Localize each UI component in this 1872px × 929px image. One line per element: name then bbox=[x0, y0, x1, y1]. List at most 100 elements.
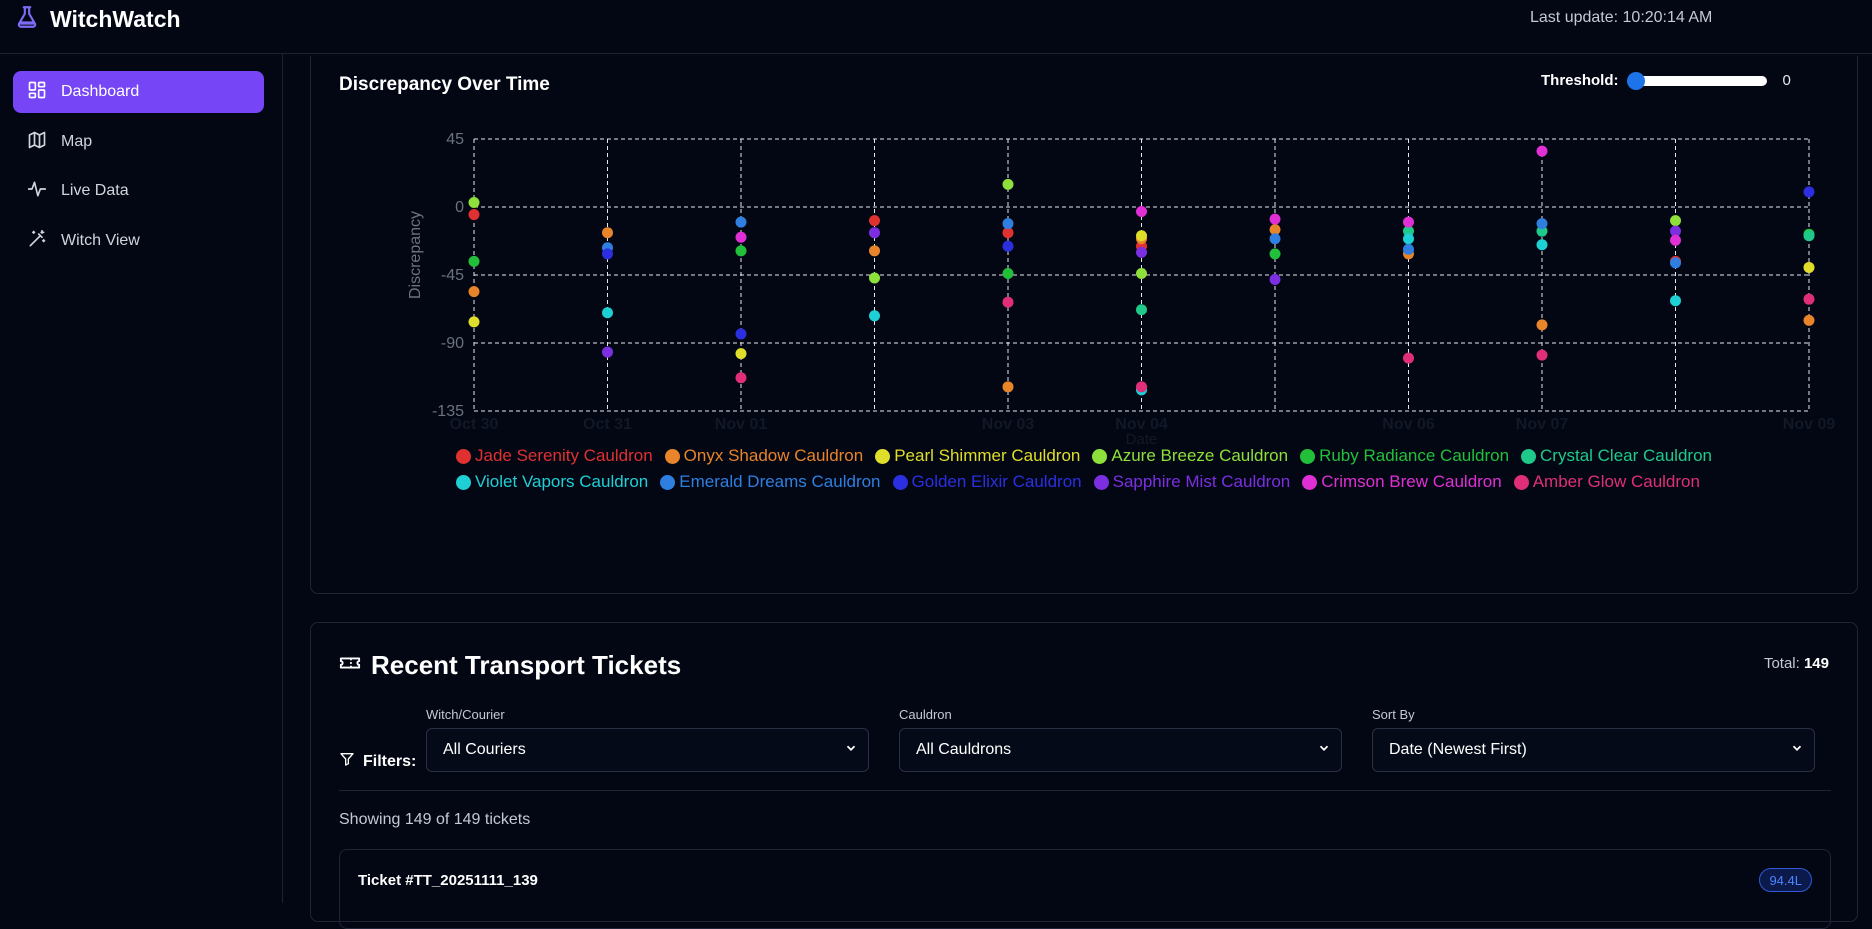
brand[interactable]: WitchWatch bbox=[14, 4, 181, 35]
legend-item[interactable]: Emerald Dreams Cauldron bbox=[660, 472, 881, 492]
data-point bbox=[1136, 381, 1147, 393]
legend-item[interactable]: Violet Vapors Cauldron bbox=[456, 472, 648, 492]
legend-label: Azure Breeze Cauldron bbox=[1111, 446, 1289, 465]
sidebar-item-live-data[interactable]: Live Data bbox=[13, 170, 264, 212]
legend-label: Pearl Shimmer Cauldron bbox=[894, 446, 1081, 465]
legend-dot bbox=[892, 474, 908, 490]
data-point bbox=[1136, 304, 1147, 316]
data-point bbox=[602, 248, 613, 260]
legend-item[interactable]: Sapphire Mist Cauldron bbox=[1093, 472, 1290, 492]
total-value: 149 bbox=[1803, 655, 1829, 672]
data-point bbox=[602, 346, 613, 358]
data-point bbox=[468, 316, 480, 328]
legend-dot bbox=[456, 474, 471, 490]
sort-select[interactable]: Date (Newest First) bbox=[1372, 728, 1815, 772]
data-point bbox=[869, 272, 880, 284]
tickets-title: Recent Transport Tickets bbox=[371, 650, 682, 680]
courier-select-value: All Couriers bbox=[443, 741, 526, 758]
data-point bbox=[1670, 295, 1681, 307]
x-tick-label: Oct 30 bbox=[450, 416, 499, 433]
ticket-icon bbox=[339, 652, 361, 679]
sidebar-item-dashboard[interactable]: Dashboard bbox=[13, 71, 264, 113]
data-point bbox=[1269, 233, 1281, 245]
legend-item[interactable]: Onyx Shadow Cauldron bbox=[664, 446, 863, 466]
y-tick-label: -135 bbox=[432, 403, 464, 420]
showing-count: Showing 149 of 149 tickets bbox=[339, 811, 531, 828]
data-point bbox=[1136, 246, 1147, 258]
legend-item[interactable]: Crystal Clear Cauldron bbox=[1521, 446, 1712, 466]
legend-label: Violet Vapors Cauldron bbox=[475, 472, 649, 491]
data-point bbox=[468, 209, 480, 221]
ticket-id: Ticket #TT_20251111_139 bbox=[358, 872, 538, 889]
data-point bbox=[1136, 267, 1147, 279]
data-point bbox=[1403, 225, 1414, 237]
legend-item[interactable]: Ruby Radiance Cauldron bbox=[1300, 446, 1509, 466]
data-point bbox=[735, 372, 747, 384]
data-point bbox=[602, 227, 613, 239]
data-point bbox=[1536, 218, 1548, 230]
data-point bbox=[1002, 178, 1014, 190]
data-point bbox=[735, 231, 747, 243]
dashboard-icon bbox=[27, 80, 47, 105]
cauldron-filter: Cauldron All Cauldrons bbox=[899, 707, 1342, 772]
ticket-card[interactable]: Ticket #TT_20251111_139 94.4L bbox=[339, 849, 1831, 929]
data-point bbox=[1136, 206, 1147, 218]
app-title: WitchWatch bbox=[50, 6, 181, 32]
legend-item[interactable]: Amber Glow Cauldron bbox=[1513, 472, 1700, 492]
tickets-card: Recent Transport Tickets Total: 149 Filt… bbox=[310, 622, 1858, 929]
legend-item[interactable]: Golden Elixir Cauldron bbox=[892, 472, 1082, 492]
y-tick-label: 45 bbox=[446, 131, 464, 148]
legend-item[interactable]: Jade Serenity Cauldron bbox=[456, 446, 653, 466]
sidebar-item-map[interactable]: Map bbox=[13, 121, 264, 163]
legend-dot bbox=[875, 448, 891, 464]
data-point bbox=[1670, 234, 1681, 246]
data-point bbox=[1002, 296, 1014, 308]
top-bar: WitchWatch Last update: 10:20:14 AM bbox=[0, 0, 1872, 54]
sort-select-value: Date (Newest First) bbox=[1389, 741, 1527, 758]
x-tick-label: Nov 07 bbox=[1516, 416, 1569, 433]
legend-item[interactable]: Crimson Brew Cauldron bbox=[1302, 472, 1502, 492]
legend-label: Crystal Clear Cauldron bbox=[1540, 446, 1712, 465]
data-point bbox=[468, 196, 480, 208]
legend-item[interactable]: Pearl Shimmer Cauldron bbox=[875, 446, 1080, 466]
data-point bbox=[1269, 224, 1281, 236]
y-tick-label: -90 bbox=[441, 335, 464, 352]
filters-label-text: Filters: bbox=[363, 752, 417, 770]
data-point bbox=[1536, 319, 1548, 331]
sidebar-item-label: Dashboard bbox=[61, 83, 140, 100]
threshold-slider[interactable] bbox=[1626, 71, 1767, 90]
chevron-down-icon bbox=[1790, 741, 1804, 760]
sidebar-item-label: Live Data bbox=[61, 182, 129, 199]
chevron-down-icon bbox=[844, 741, 858, 760]
x-tick-label: Nov 09 bbox=[1783, 416, 1836, 433]
legend-item[interactable]: Azure Breeze Cauldron bbox=[1092, 446, 1288, 466]
data-point bbox=[869, 227, 880, 239]
x-tick-label: Nov 06 bbox=[1382, 416, 1435, 433]
legend-label: Emerald Dreams Cauldron bbox=[679, 472, 881, 491]
data-point bbox=[1670, 225, 1681, 237]
data-point bbox=[468, 286, 480, 298]
legend-dot bbox=[1513, 474, 1529, 490]
data-point bbox=[869, 215, 880, 227]
threshold-value: 0 bbox=[1782, 72, 1791, 89]
tickets-total: Total: 149 bbox=[1764, 655, 1829, 672]
threshold-slider-thumb[interactable] bbox=[1626, 71, 1645, 90]
data-point bbox=[1403, 352, 1414, 364]
legend-label: Amber Glow Cauldron bbox=[1532, 472, 1700, 491]
data-point bbox=[1536, 349, 1548, 361]
legend-label: Crimson Brew Cauldron bbox=[1321, 472, 1502, 491]
legend-label: Golden Elixir Cauldron bbox=[911, 472, 1082, 491]
legend-dot bbox=[1302, 474, 1318, 490]
courier-select[interactable]: All Couriers bbox=[426, 728, 869, 772]
discrepancy-chart-card: Discrepancy Over Time Threshold: 0 45 0 -4… bbox=[310, 56, 1858, 594]
legend-label: Jade Serenity Cauldron bbox=[475, 446, 653, 465]
sort-filter-label: Sort By bbox=[1372, 707, 1415, 722]
data-point bbox=[1670, 257, 1681, 269]
wand-icon bbox=[27, 229, 47, 254]
flask-icon bbox=[14, 4, 40, 35]
data-point bbox=[1269, 213, 1281, 225]
legend-dot bbox=[1092, 448, 1108, 464]
cauldron-select[interactable]: All Cauldrons bbox=[899, 728, 1342, 772]
x-axis-label: Date bbox=[1126, 431, 1158, 448]
sidebar-item-witch-view[interactable]: Witch View bbox=[13, 220, 264, 262]
